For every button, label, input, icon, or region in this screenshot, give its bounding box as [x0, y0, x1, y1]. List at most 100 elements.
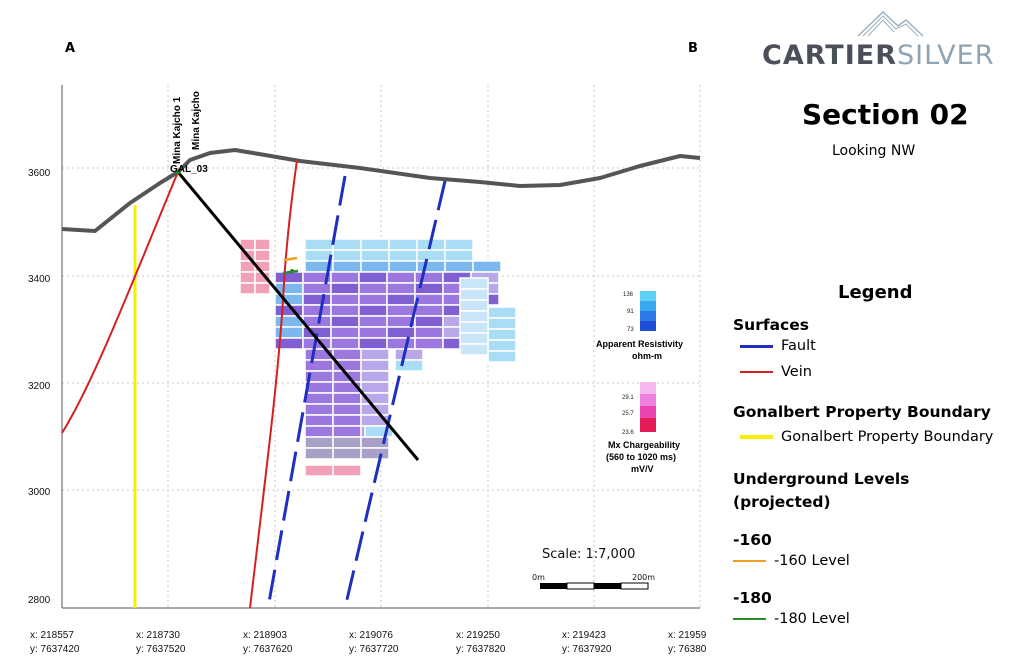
voxel-cell: [487, 306, 517, 319]
voxel-cell: [416, 249, 446, 262]
voxel-cell: [239, 282, 256, 295]
chargeability-title: Mx Chargeability: [608, 440, 680, 450]
voxel-cell: [360, 381, 390, 394]
chargeability-value: 29.1: [622, 395, 634, 401]
x-tick-easting: x: 219250: [456, 630, 500, 641]
voxel-cell: [358, 304, 388, 317]
voxel-cell: [239, 271, 256, 284]
voxel-cell: [414, 326, 444, 339]
level-160-swatch: [733, 560, 766, 562]
legend-panel: CARTIERSILVER Section 02 Looking NW Lege…: [720, 0, 1027, 664]
chargeability-value: 23.6: [622, 430, 634, 436]
voxel-cell: [388, 260, 418, 273]
voxel-cell: [360, 370, 390, 383]
voxel-cell: [444, 249, 474, 262]
voxel-cell: [386, 282, 416, 295]
voxel-cell: [459, 321, 489, 334]
voxel-cell: [332, 348, 362, 361]
brand-name-part2: SILVER: [897, 40, 995, 71]
x-tick-northing: y: 7637520: [136, 644, 186, 655]
fault-swatch: [740, 344, 773, 348]
voxel-cell: [332, 249, 362, 262]
voxel-cell: [332, 436, 362, 449]
level-180-point: [290, 269, 294, 273]
voxel-cell: [394, 359, 424, 372]
hole-label-mina-kajcho: Mina Kajcho: [191, 91, 202, 150]
voxel-cell: [388, 238, 418, 251]
geophysics-voxels: [239, 238, 517, 477]
voxel-cell: [360, 359, 390, 372]
voxel-cell: [304, 392, 334, 405]
legend-title: Legend: [838, 282, 913, 303]
y-tick-label: 3400: [28, 274, 51, 285]
voxel-cell: [330, 293, 360, 306]
x-tick-northing: y: 76380: [668, 644, 707, 655]
voxel-cell: [304, 425, 334, 438]
voxel-cell: [386, 337, 416, 350]
legend-item-property-boundary: Gonalbert Property Boundary: [740, 429, 993, 445]
voxel-cell: [254, 282, 271, 295]
voxel-cell: [459, 277, 489, 290]
x-tick-easting: x: 218730: [136, 630, 180, 641]
topography-line: [61, 148, 701, 233]
voxel-cell: [388, 249, 418, 262]
y-tick-label: 2800: [28, 595, 51, 606]
y-tick-label: 3200: [28, 381, 51, 392]
voxel-cell: [360, 447, 390, 460]
chargeability-value: 25.7: [622, 411, 634, 417]
voxel-cell: [358, 282, 388, 295]
voxel-cell: [330, 337, 360, 350]
voxel-cell: [459, 299, 489, 312]
voxel-cell: [386, 271, 416, 284]
voxel-cell: [358, 315, 388, 328]
voxel-cell: [360, 238, 390, 251]
mountain-logo-icon: [857, 10, 924, 37]
voxel-cell: [386, 293, 416, 306]
resistivity-colorbar: 136 91 73 Apparent Resistivity ohm-m: [596, 291, 683, 361]
voxel-cell: [332, 403, 362, 416]
x-tick-northing: y: 7637620: [243, 644, 293, 655]
legend-heading-level-180: -180: [733, 589, 772, 607]
legend-item-label: Fault: [781, 338, 816, 354]
x-tick-northing: y: 7637920: [562, 644, 612, 655]
drill-hole-trace: [176, 171, 420, 461]
voxel-cell: [304, 359, 334, 372]
legend-item-level-160: -160 Level: [733, 553, 850, 569]
fault-line-east: [343, 180, 447, 609]
legend-item-fault: Fault: [740, 338, 816, 354]
voxel-cell: [358, 271, 388, 284]
x-tick-easting: x: 218903: [243, 630, 287, 641]
legend-heading-underground-levels: Underground Levels: [733, 470, 910, 488]
voxel-cell: [330, 315, 360, 328]
x-tick-easting: x: 219423: [562, 630, 606, 641]
voxel-cell: [414, 304, 444, 317]
voxel-cell: [332, 392, 362, 405]
voxel-cell: [330, 326, 360, 339]
level-180-swatch: [733, 618, 766, 620]
voxel-cell: [304, 414, 334, 427]
vein-swatch: [740, 371, 773, 373]
voxel-cell: [304, 447, 334, 460]
voxel-cell: [414, 271, 444, 284]
hole-label-gal-03: GAL_03: [170, 164, 208, 175]
voxel-cell: [330, 282, 360, 295]
brand-name-part1: CARTIER: [762, 40, 897, 71]
legend-item-label: -180 Level: [774, 611, 850, 627]
x-tick-easting: x: 218557: [30, 630, 74, 641]
x-tick-easting: x: 21959: [668, 630, 707, 641]
voxel-cell: [332, 238, 362, 251]
voxel-cell: [332, 464, 362, 477]
scale-label: Scale: 1:7,000: [542, 547, 635, 562]
cross-section-view: Mina Kajcho 1 Mina Kajcho GAL_03 A B 360…: [28, 41, 707, 655]
chargeability-window: (560 to 1020 ms): [606, 452, 676, 462]
voxel-cell: [444, 260, 474, 273]
voxel-cell: [332, 414, 362, 427]
voxel-cell: [254, 249, 271, 262]
voxel-cell: [358, 337, 388, 350]
voxel-cell: [459, 310, 489, 323]
fault-line-west: [266, 175, 347, 609]
voxel-cell: [302, 304, 332, 317]
voxel-cell: [332, 425, 362, 438]
voxel-cell: [360, 348, 390, 361]
brand-wordmark: CARTIERSILVER: [762, 40, 994, 71]
